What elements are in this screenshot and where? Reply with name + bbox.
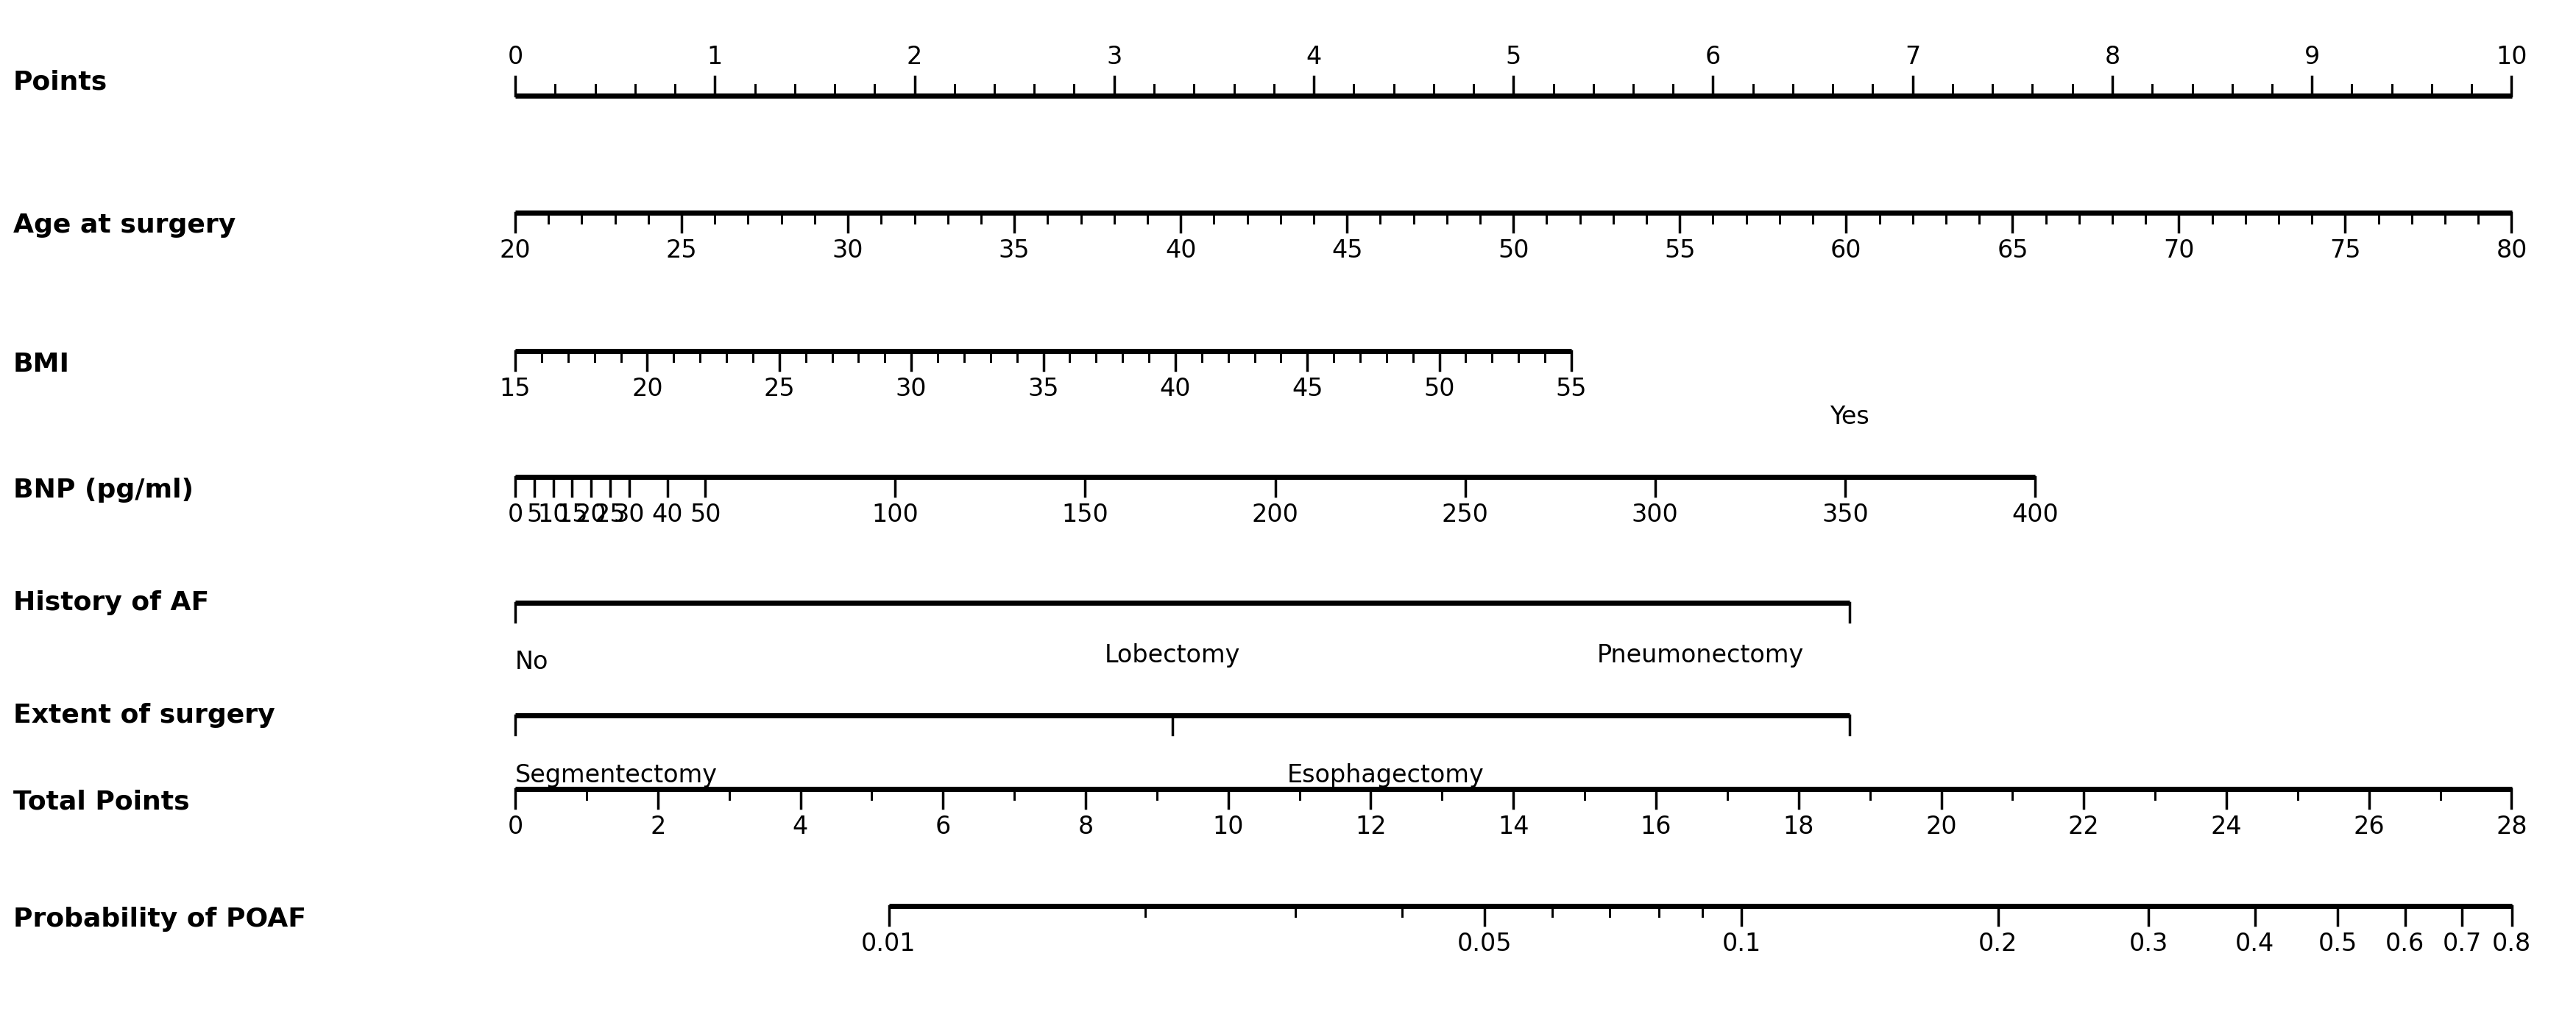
Text: 15: 15 [500,377,531,401]
Text: 14: 14 [1497,815,1530,839]
Text: Extent of surgery: Extent of surgery [13,703,276,727]
Text: 16: 16 [1641,815,1672,839]
Text: 6: 6 [1705,45,1721,70]
Text: 250: 250 [1443,503,1489,527]
Text: 10: 10 [1213,815,1244,839]
Text: 0.7: 0.7 [2442,932,2481,957]
Text: 0.8: 0.8 [2491,932,2532,957]
Text: 50: 50 [1497,238,1530,263]
Text: 30: 30 [896,377,927,401]
Text: Yes: Yes [1829,405,1870,429]
Text: Esophagectomy: Esophagectomy [1288,763,1484,788]
Text: 65: 65 [1996,238,2027,263]
Text: 80: 80 [2496,238,2527,263]
Text: Lobectomy: Lobectomy [1105,643,1239,668]
Text: No: No [515,651,549,674]
Text: 15: 15 [556,503,587,527]
Text: 0: 0 [507,503,523,527]
Text: 0.6: 0.6 [2385,932,2424,957]
Text: 50: 50 [1425,377,1455,401]
Text: Points: Points [13,70,108,95]
Text: 70: 70 [2164,238,2195,263]
Text: 0.05: 0.05 [1458,932,1512,957]
Text: 0: 0 [507,815,523,839]
Text: 55: 55 [1556,377,1587,401]
Text: 40: 40 [1164,238,1195,263]
Text: 75: 75 [2329,238,2360,263]
Text: 8: 8 [1077,815,1092,839]
Text: 400: 400 [2012,503,2058,527]
Text: BNP (pg/ml): BNP (pg/ml) [13,478,193,502]
Text: 350: 350 [1821,503,1868,527]
Text: 9: 9 [2303,45,2321,70]
Text: 0.5: 0.5 [2318,932,2357,957]
Text: 45: 45 [1291,377,1324,401]
Text: 10: 10 [2496,45,2527,70]
Text: Segmentectomy: Segmentectomy [515,763,719,788]
Text: 2: 2 [649,815,665,839]
Text: 100: 100 [871,503,920,527]
Text: 150: 150 [1061,503,1108,527]
Text: 2: 2 [907,45,922,70]
Text: 20: 20 [1924,815,1958,839]
Text: 0.2: 0.2 [1978,932,2017,957]
Text: 10: 10 [538,503,569,527]
Text: 25: 25 [665,238,698,263]
Text: 4: 4 [793,815,809,839]
Text: 25: 25 [595,503,626,527]
Text: 1: 1 [706,45,724,70]
Text: 6: 6 [935,815,951,839]
Text: 18: 18 [1783,815,1814,839]
Text: 0.01: 0.01 [860,932,917,957]
Text: Age at surgery: Age at surgery [13,213,234,238]
Text: 35: 35 [999,238,1030,263]
Text: 0: 0 [507,45,523,70]
Text: History of AF: History of AF [13,590,209,615]
Text: 22: 22 [2069,815,2099,839]
Text: 30: 30 [613,503,644,527]
Text: 3: 3 [1105,45,1123,70]
Text: 28: 28 [2496,815,2527,839]
Text: 0.4: 0.4 [2236,932,2275,957]
Text: 40: 40 [1159,377,1190,401]
Text: 40: 40 [652,503,683,527]
Text: 55: 55 [1664,238,1695,263]
Text: 300: 300 [1631,503,1680,527]
Text: 5: 5 [1504,45,1522,70]
Text: 20: 20 [574,503,608,527]
Text: BMI: BMI [13,352,70,376]
Text: 7: 7 [1904,45,1922,70]
Text: 0.1: 0.1 [1721,932,1762,957]
Text: 26: 26 [2354,815,2385,839]
Text: 200: 200 [1252,503,1298,527]
Text: 4: 4 [1306,45,1321,70]
Text: 45: 45 [1332,238,1363,263]
Text: 35: 35 [1028,377,1059,401]
Text: 0.3: 0.3 [2128,932,2169,957]
Text: Pneumonectomy: Pneumonectomy [1597,643,1803,668]
Text: 24: 24 [2210,815,2241,839]
Text: 50: 50 [690,503,721,527]
Text: Total Points: Total Points [13,790,188,814]
Text: 30: 30 [832,238,863,263]
Text: 8: 8 [2105,45,2120,70]
Text: 60: 60 [1832,238,1862,263]
Text: 5: 5 [526,503,541,527]
Text: 25: 25 [762,377,796,401]
Text: 20: 20 [631,377,662,401]
Text: 12: 12 [1355,815,1386,839]
Text: Probability of POAF: Probability of POAF [13,906,307,932]
Text: 20: 20 [500,238,531,263]
